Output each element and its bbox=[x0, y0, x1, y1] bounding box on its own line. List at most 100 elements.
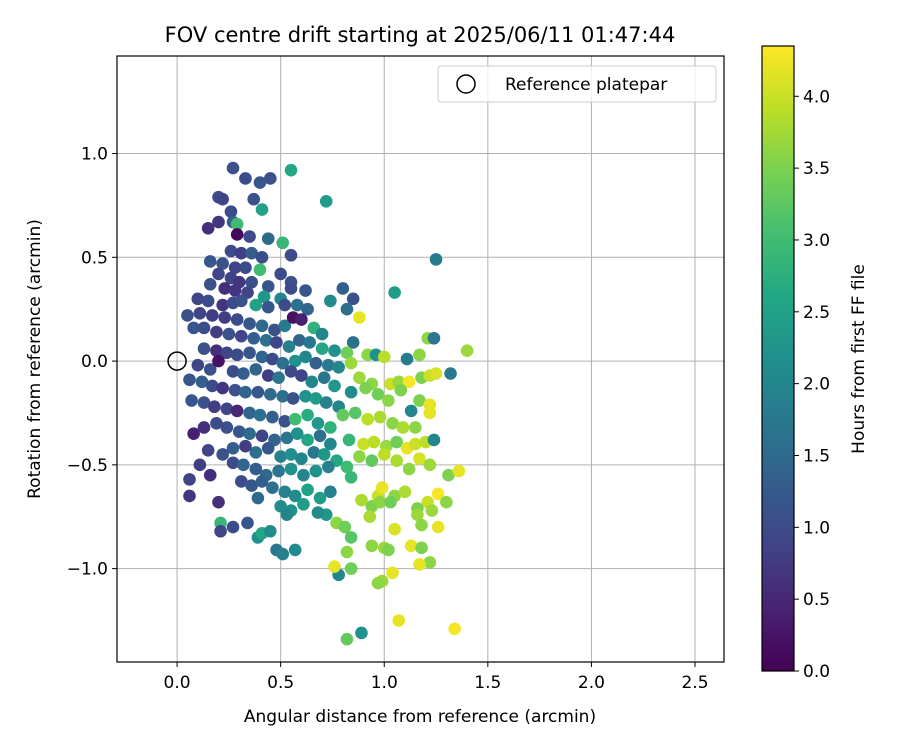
data-point bbox=[203, 277, 217, 291]
data-point bbox=[245, 275, 258, 289]
data-point bbox=[276, 236, 290, 250]
data-point bbox=[425, 504, 439, 517]
data-point bbox=[284, 163, 298, 177]
data-point bbox=[348, 406, 362, 420]
data-point bbox=[284, 448, 298, 461]
data-point bbox=[382, 543, 395, 557]
data-point bbox=[328, 344, 341, 357]
data-point bbox=[226, 161, 240, 175]
x-tick-label: 2.0 bbox=[578, 673, 605, 693]
data-point bbox=[322, 358, 335, 372]
data-point bbox=[201, 444, 215, 457]
colorbar-ticks: 0.0 0.5 1.0 1.5 2.0 2.5 3.0 3.5 4.0 bbox=[794, 87, 830, 682]
data-point bbox=[365, 454, 379, 467]
data-point bbox=[344, 356, 358, 370]
data-point bbox=[427, 433, 441, 447]
data-point bbox=[237, 367, 250, 380]
data-point bbox=[299, 390, 312, 403]
x-tick-label: 2.5 bbox=[681, 673, 708, 693]
colorbar-tick-label: 2.0 bbox=[803, 375, 830, 395]
data-point bbox=[344, 531, 358, 544]
data-point bbox=[313, 491, 327, 505]
data-point bbox=[249, 462, 263, 476]
data-point bbox=[243, 427, 256, 441]
data-point bbox=[210, 344, 223, 357]
data-point bbox=[319, 194, 333, 208]
data-point bbox=[201, 294, 215, 308]
data-point bbox=[218, 311, 232, 324]
data-point bbox=[284, 365, 298, 378]
data-point bbox=[278, 485, 292, 499]
data-point bbox=[280, 431, 294, 445]
data-point bbox=[309, 464, 323, 478]
data-point bbox=[336, 408, 350, 422]
plot-frame bbox=[116, 55, 725, 663]
data-point bbox=[340, 302, 354, 316]
data-point bbox=[220, 402, 234, 416]
data-point bbox=[203, 468, 217, 482]
data-point bbox=[313, 429, 327, 443]
data-point bbox=[423, 406, 437, 420]
data-point bbox=[230, 228, 244, 241]
data-point bbox=[230, 313, 244, 326]
data-point bbox=[280, 508, 294, 521]
data-point bbox=[230, 404, 244, 418]
data-point bbox=[328, 560, 341, 573]
data-point bbox=[290, 298, 304, 312]
data-point bbox=[284, 462, 298, 476]
data-point bbox=[392, 614, 406, 627]
data-point bbox=[249, 363, 263, 376]
data-point bbox=[253, 408, 267, 422]
data-point bbox=[255, 251, 269, 264]
colorbar-tick-label: 3.0 bbox=[803, 231, 830, 251]
data-point bbox=[442, 468, 455, 482]
data-point bbox=[355, 626, 368, 640]
data-point bbox=[359, 381, 372, 395]
data-point bbox=[444, 367, 457, 380]
data-points bbox=[181, 161, 474, 646]
data-point bbox=[276, 356, 290, 370]
data-point bbox=[210, 417, 223, 430]
data-point bbox=[274, 450, 287, 463]
data-point bbox=[261, 441, 275, 455]
data-point bbox=[247, 192, 261, 206]
colorbar-label: Hours from first FF file bbox=[849, 264, 869, 454]
data-point bbox=[309, 356, 323, 370]
data-point bbox=[355, 493, 368, 507]
data-point bbox=[301, 302, 314, 316]
data-point bbox=[340, 632, 354, 646]
data-point bbox=[266, 352, 279, 366]
data-point bbox=[371, 387, 385, 401]
y-tick-label: 0.0 bbox=[81, 352, 108, 372]
data-point bbox=[218, 282, 232, 295]
data-point bbox=[226, 365, 240, 378]
data-point bbox=[270, 336, 283, 349]
data-point bbox=[216, 298, 229, 312]
data-point bbox=[284, 248, 298, 262]
data-point bbox=[400, 352, 414, 366]
data-point bbox=[460, 344, 474, 357]
data-point bbox=[390, 435, 403, 449]
data-point bbox=[197, 396, 211, 409]
data-point bbox=[187, 427, 200, 441]
data-point bbox=[264, 172, 277, 185]
data-point bbox=[361, 412, 374, 426]
legend-box bbox=[437, 65, 717, 103]
data-point bbox=[235, 246, 248, 260]
data-point bbox=[404, 404, 418, 418]
data-point bbox=[226, 441, 240, 455]
x-tick-label: 0.0 bbox=[164, 673, 191, 693]
data-point bbox=[353, 450, 366, 463]
data-point bbox=[288, 489, 302, 503]
data-point bbox=[249, 298, 263, 312]
y-tick-label: −0.5 bbox=[67, 456, 108, 476]
data-point bbox=[423, 556, 437, 569]
y-tick-label: 0.5 bbox=[81, 248, 108, 268]
data-point bbox=[413, 394, 426, 407]
x-tick-label: 0.5 bbox=[267, 673, 294, 693]
x-tick-label: 1.5 bbox=[474, 673, 501, 693]
data-point bbox=[332, 361, 345, 374]
data-point bbox=[394, 383, 408, 397]
data-point bbox=[295, 452, 308, 465]
